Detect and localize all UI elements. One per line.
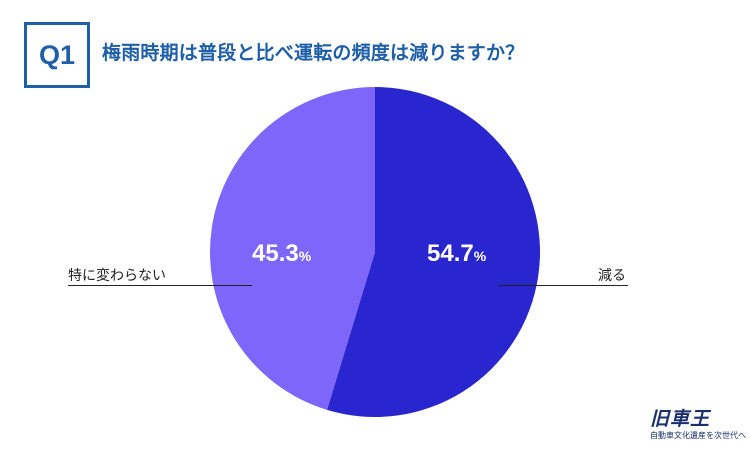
data-label-unchanged-unit: %: [298, 248, 312, 264]
category-leader-line-unchanged: [68, 285, 252, 286]
data-label-unchanged: 45.3%: [252, 240, 311, 268]
pie-slice-unchanged: [210, 87, 375, 410]
data-label-reduce-value: 54.7: [427, 240, 474, 267]
data-label-reduce: 54.7%: [427, 240, 486, 268]
question-badge: Q1: [24, 22, 90, 88]
pie-slice-reduce: [326, 87, 541, 417]
data-label-unchanged-value: 45.3: [252, 240, 299, 267]
data-label-reduce-unit: %: [473, 248, 487, 264]
brand-logo: 旧車王 自動車文化遺産を次世代へ: [650, 404, 746, 444]
category-leader-line-reduce: [498, 285, 628, 286]
brand-logo-tagline: 自動車文化遺産を次世代へ: [650, 431, 746, 440]
brand-logo-text: 旧車王: [650, 408, 711, 430]
question-title: 梅雨時期は普段と比べ運転の頻度は減りますか？: [102, 42, 525, 64]
category-label-reduce: 減る: [598, 268, 626, 284]
category-label-unchanged: 特に変わらない: [68, 268, 166, 284]
